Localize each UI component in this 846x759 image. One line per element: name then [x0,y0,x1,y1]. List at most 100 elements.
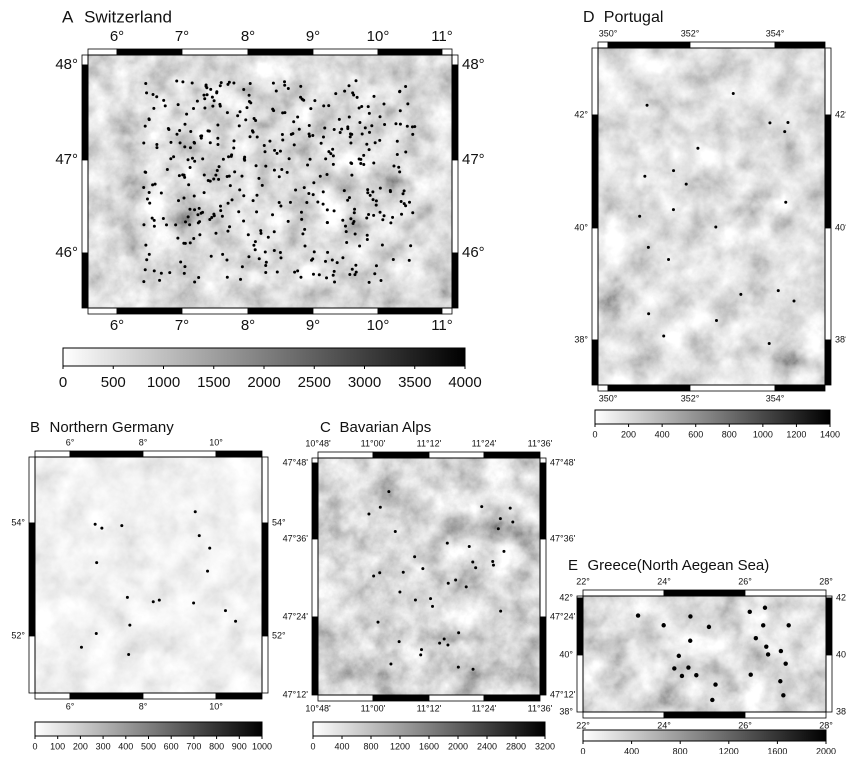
station [347,84,350,87]
station [155,95,158,98]
y-tick-label: 54° [272,517,286,527]
y-tick-label: 52° [11,630,25,640]
station [221,215,224,218]
station [346,199,349,202]
station [273,149,276,152]
colorbar-label: 1600 [419,741,439,751]
x-tick-label: 22° [576,720,590,730]
frame-bar [70,693,143,699]
station [178,129,181,132]
station [148,253,151,256]
station [402,192,405,195]
station [216,137,219,140]
station [322,136,325,139]
station [398,170,401,173]
x-tick-label: 10° [209,437,223,447]
station [237,210,240,213]
y-tick-label: 40° [835,222,846,232]
station [707,625,711,629]
x-tick-label: 10°48' [305,703,331,713]
station [305,201,308,204]
station [353,211,356,214]
station [763,606,767,610]
station [408,201,411,204]
station [472,668,475,671]
x-tick-label: 11°24' [472,703,497,713]
station [257,177,260,180]
station [209,88,212,91]
station [638,215,641,218]
station [375,204,378,207]
station [267,236,270,239]
frame-bar [429,452,484,458]
station [431,605,434,608]
station [249,101,252,104]
station [183,196,186,199]
station [221,253,224,256]
y-tick-label: 47°48' [283,457,309,467]
station [165,223,168,226]
frame-bar [540,458,546,463]
station [362,154,365,157]
colorbar-label: 0 [580,746,585,754]
station [761,623,765,627]
station [181,80,184,83]
x-tick-label: 24° [657,576,671,586]
station [778,679,782,683]
station [206,129,209,132]
station [227,202,230,205]
x-tick-label: 8° [139,437,148,447]
station [177,103,180,106]
station [206,570,209,573]
colorbar-label: 0 [310,741,315,751]
station [245,106,248,109]
station [316,201,319,204]
station [299,96,302,99]
frame-bar [592,228,598,340]
station [413,555,416,558]
station [303,228,306,231]
frame-bar [29,523,35,636]
station [353,273,356,276]
colorbar-label: 1200 [786,429,806,439]
station [372,575,375,578]
station [213,99,216,102]
station [214,232,217,235]
station [183,272,186,275]
station [203,173,206,176]
station [468,545,471,548]
station [181,173,184,176]
station [275,90,278,93]
station [258,257,261,260]
colorbar-label: 2000 [816,746,836,754]
station [238,188,241,191]
station [198,534,201,537]
colorbar-label: 4000 [448,374,481,391]
terrain-shade [35,457,262,693]
y-tick-label: 38° [835,334,846,344]
station [191,82,194,85]
y-tick-label: 38° [559,706,573,716]
x-tick-label: 28° [819,576,833,586]
frame-bar [608,385,690,391]
panel-title: Northern Germany [50,419,175,436]
station [296,115,299,118]
station [391,216,394,219]
station [271,213,274,216]
station [272,82,275,85]
station [291,132,294,135]
x-tick-label: 26° [738,576,752,586]
station [153,225,156,228]
station [358,245,361,248]
colorbar-label: 100 [50,741,65,751]
frame-bar [592,48,598,115]
station [225,258,228,261]
frame-bar [82,65,88,160]
x-tick-label: 6° [110,317,124,334]
frame-bar [452,160,458,253]
y-tick-label: 42° [836,592,846,602]
station [193,208,196,211]
station [273,249,276,252]
station [786,121,789,124]
